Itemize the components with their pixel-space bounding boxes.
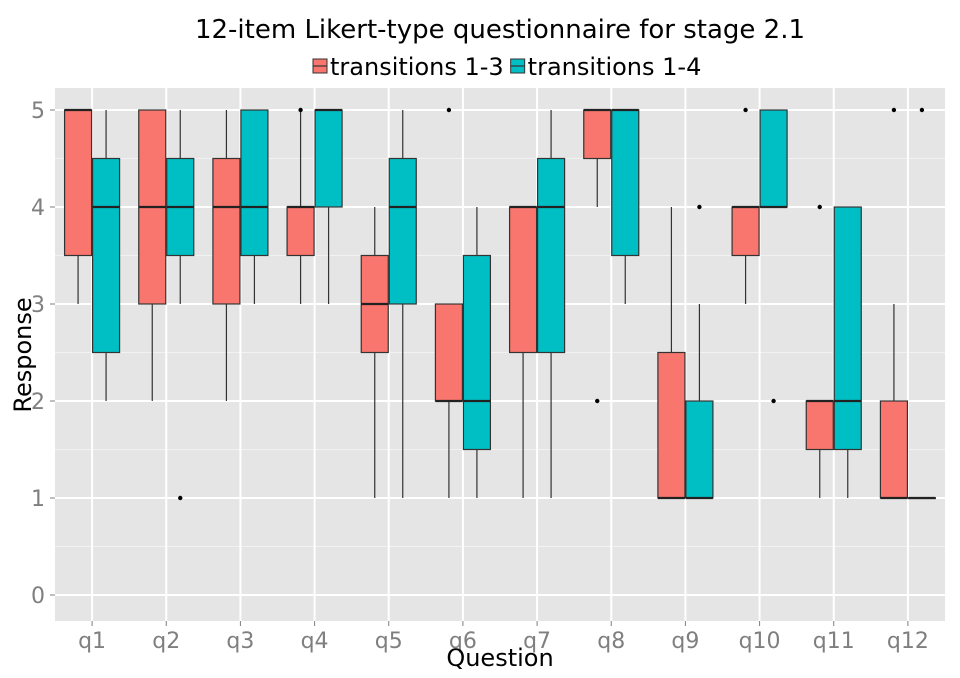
box-q7-series-1 [508,205,538,498]
y-axis-ticks: 0 1 2 3 4 5 [31,99,55,609]
x-tick-label: q6 [449,629,477,654]
box-q10-series-2 [759,109,788,404]
box-q5-series-1 [360,207,389,498]
box-q2-series-2 [166,110,195,501]
x-tick-label: q11 [813,629,855,654]
plot-panel [55,88,945,621]
box-body [657,351,686,499]
box-body [731,206,760,257]
x-tick-label: q7 [523,629,551,654]
box-q9-series-1 [657,207,686,500]
legend-item-2: transitions 1-4 [510,53,702,81]
outlier-point [817,204,822,210]
box-q8-series-1 [583,108,612,404]
box-body [879,400,909,499]
box-body [434,303,464,402]
outlier-point [697,204,702,210]
x-axis-ticks: q1 q2 q3 q4 q5 q6 q7 q8 q9 q10 q11 q12 [78,621,929,654]
y-tick-label: 0 [31,584,45,609]
box-body [611,109,640,257]
legend-item-1: transitions 1-3 [312,53,504,81]
box-q8-series-2 [611,108,640,304]
box-body [286,206,315,257]
chart-title: 12-item Likert-type questionnaire for st… [195,15,805,45]
y-tick-label: 2 [31,390,45,415]
box-q12-series-1 [879,107,909,500]
box-q4-series-1 [286,107,315,304]
outlier-point [595,398,600,404]
y-tick-label: 5 [31,99,45,124]
grid [55,88,945,621]
y-tick-label: 1 [31,487,45,512]
y-tick-label: 4 [31,196,45,221]
x-tick-label: q12 [887,629,929,654]
box-body [685,400,714,499]
box-q3-series-1 [212,110,241,401]
box-body [536,157,566,354]
x-tick-label: q1 [78,629,106,654]
box-body [805,400,834,451]
outlier-point [891,107,897,113]
box-body [212,157,241,305]
outlier-point [298,107,303,113]
outlier-point [446,107,452,113]
box-body [583,109,612,160]
box-q7-series-2 [536,110,566,498]
box-body [759,109,788,208]
box-body [388,157,417,305]
box-q10-series-1 [731,107,760,304]
legend-label: transitions 1-3 [330,53,504,81]
box-q1-series-2 [91,110,121,401]
box-body [63,109,93,257]
box-q11-series-2 [833,206,862,498]
box-body [314,109,343,208]
legend-label: transitions 1-4 [528,53,702,81]
box-q9-series-2 [685,204,714,500]
box-q4-series-2 [314,108,343,304]
x-tick-label: q3 [226,629,254,654]
box-body [91,157,121,354]
x-tick-label: q9 [671,629,699,654]
box-q6-series-2 [462,207,492,498]
box-body [833,206,862,451]
y-axis-title: Response [9,297,37,412]
box-body [462,254,492,451]
box-q11-series-1 [805,204,834,498]
x-tick-label: q8 [597,629,625,654]
box-body [508,206,538,354]
box-q5-series-2 [388,110,417,498]
box-q12-series-2 [907,107,937,500]
boxes [63,107,937,501]
box-q1-series-1 [63,108,93,304]
x-tick-label: q4 [301,629,329,654]
outlier-point [743,107,748,113]
box-q6-series-1 [434,107,464,498]
x-tick-label: q10 [739,629,781,654]
y-tick-label: 3 [31,293,45,318]
box-q2-series-1 [138,109,167,401]
outlier-point [919,107,925,113]
legend: transitions 1-3 transitions 1-4 [312,53,702,81]
outlier-point [771,398,776,404]
x-tick-label: q5 [375,629,403,654]
box-q3-series-2 [240,109,269,304]
x-axis-title: Question [446,644,553,672]
outlier-point [178,495,183,501]
box-body [240,109,269,257]
x-tick-label: q2 [152,629,180,654]
